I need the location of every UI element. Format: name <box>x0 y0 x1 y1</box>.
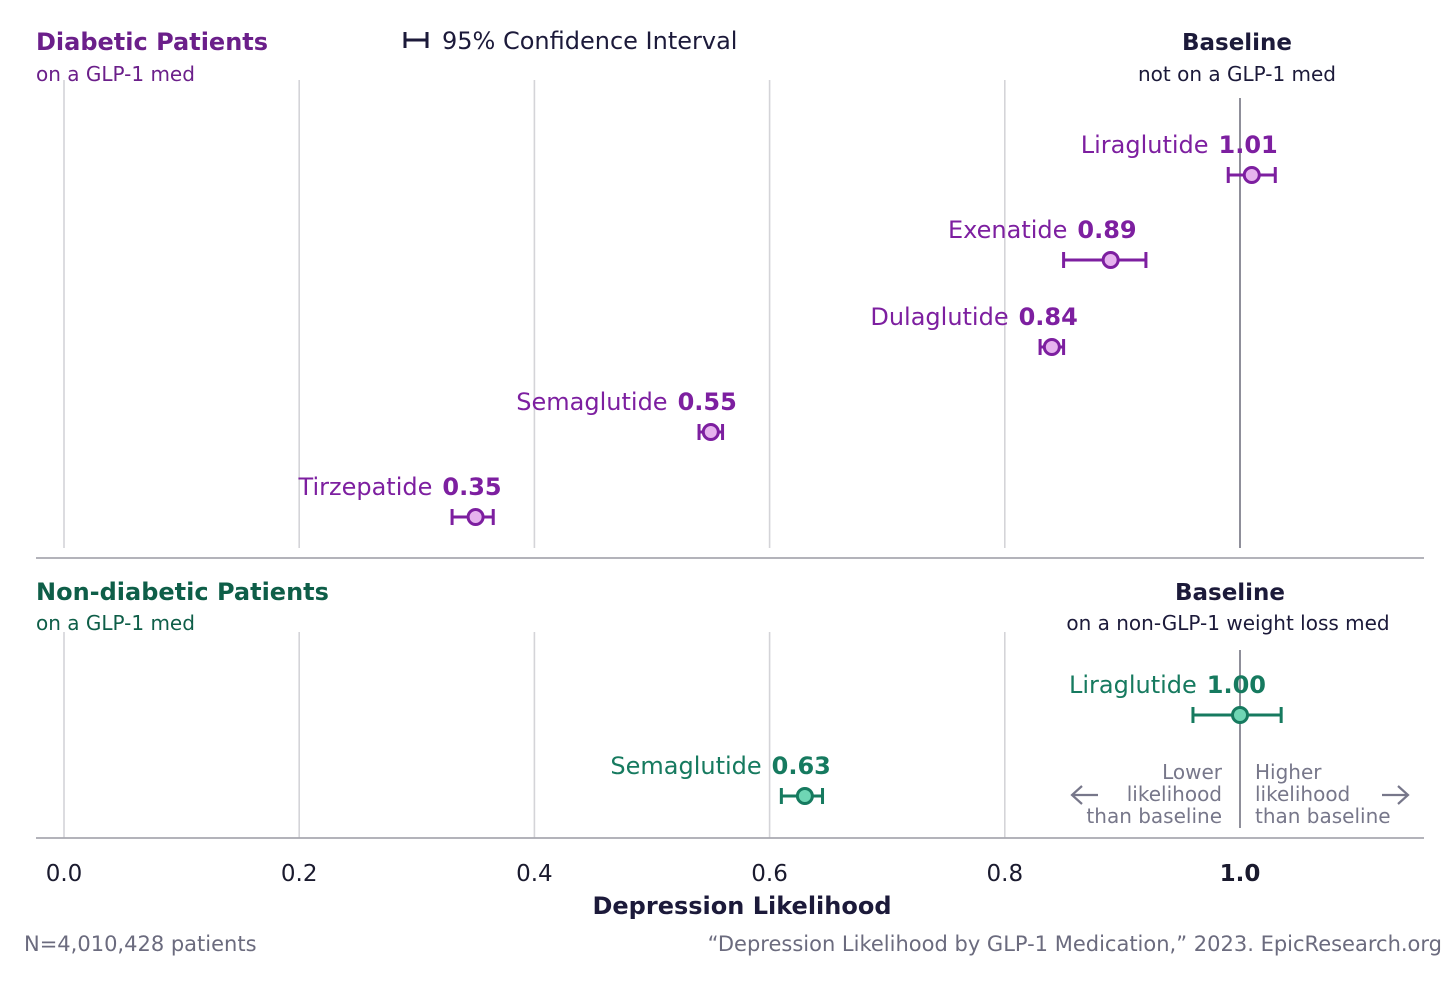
x-tick-label: 0.8 <box>987 861 1024 887</box>
point-name-label: Exenatide <box>948 216 1067 244</box>
panel-subtitle: on a GLP-1 med <box>36 62 195 86</box>
point-name-label: Semaglutide <box>610 752 761 780</box>
point-value-label: 0.63 <box>772 752 831 780</box>
legend-label: 95% Confidence Interval <box>442 27 737 55</box>
higher-likelihood-note: than baseline <box>1255 804 1391 828</box>
point-name-label: Tirzepatide <box>298 473 433 501</box>
lower-likelihood-note: likelihood <box>1127 782 1222 806</box>
left-arrow-icon <box>1070 785 1098 805</box>
point-value-label: 0.89 <box>1077 216 1136 244</box>
point-name-label: Liraglutide <box>1069 671 1197 699</box>
panel-subtitle: on a GLP-1 med <box>36 611 195 635</box>
baseline-subtitle: not on a GLP-1 med <box>1138 62 1336 86</box>
baseline-title: Baseline <box>1175 580 1285 606</box>
x-tick-label: 0.2 <box>281 861 318 887</box>
point-name-label: Dulaglutide <box>870 303 1008 331</box>
right-arrow-icon <box>1382 785 1410 805</box>
point-name-label: Semaglutide <box>516 388 667 416</box>
point-value-label: 1.00 <box>1207 671 1266 699</box>
baseline-subtitle: on a non-GLP-1 weight loss med <box>1066 611 1389 635</box>
estimate-point <box>1242 166 1261 184</box>
estimate-point <box>1042 338 1061 356</box>
higher-likelihood-note: Higher <box>1255 760 1322 784</box>
estimate-point <box>466 508 485 526</box>
point-value-label: 0.55 <box>678 388 737 416</box>
point-value-label: 1.01 <box>1219 131 1278 159</box>
lower-likelihood-note: than baseline <box>1086 804 1222 828</box>
point-value-label: 0.84 <box>1019 303 1078 331</box>
footer-sample-size: N=4,010,428 patients <box>24 932 257 956</box>
x-axis-label: Depression Likelihood <box>592 892 891 920</box>
panel-title: Diabetic Patients <box>36 28 268 56</box>
x-tick-label: 0.4 <box>516 861 553 887</box>
lower-likelihood-note: Lower <box>1162 760 1223 784</box>
x-tick-label: 0.6 <box>751 861 788 887</box>
point-name-label: Liraglutide <box>1081 131 1209 159</box>
estimate-point <box>701 423 720 441</box>
baseline-title: Baseline <box>1182 30 1292 56</box>
footer-source: “Depression Likelihood by GLP-1 Medicati… <box>708 932 1442 956</box>
x-tick-label: 0.0 <box>46 861 83 887</box>
estimate-point <box>1231 706 1249 724</box>
estimate-point <box>1101 251 1120 269</box>
panel-title: Non-diabetic Patients <box>36 578 329 606</box>
point-value-label: 0.35 <box>442 473 501 501</box>
x-tick-label: 1.0 <box>1220 861 1261 887</box>
estimate-point <box>795 787 814 805</box>
higher-likelihood-note: likelihood <box>1255 782 1350 806</box>
